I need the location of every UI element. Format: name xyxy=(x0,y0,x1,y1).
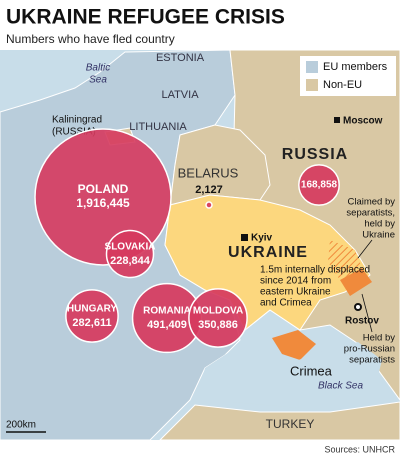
leader-line xyxy=(357,239,373,259)
bubble-value: 1,916,445 xyxy=(76,196,130,210)
map-labels: Baltic Sea ESTONIA LATVIA LITHUANIA Kali… xyxy=(52,52,383,431)
annotation: Ukraine xyxy=(362,230,395,241)
ukraine xyxy=(164,194,371,331)
legend-swatch xyxy=(306,79,318,91)
bubble-name: MOLDOVA xyxy=(193,306,243,317)
annotation: pro-Russian xyxy=(344,344,395,355)
bubble-value: 228,844 xyxy=(110,255,151,267)
city-marker xyxy=(241,234,248,241)
city-label: Rostov xyxy=(345,316,379,327)
bubble-value: 350,886 xyxy=(198,319,238,331)
bubble xyxy=(105,229,155,279)
scale-label: 200km xyxy=(6,420,36,431)
legend-label: Non-EU xyxy=(323,79,362,91)
claimed-area xyxy=(328,240,362,280)
country-label: ESTONIA xyxy=(156,52,205,64)
bubble-value: 168,858 xyxy=(301,180,338,191)
country-label: RUSSIA xyxy=(282,146,348,163)
city-marker xyxy=(334,117,340,123)
crimea-area xyxy=(272,330,316,360)
legend-label: EU members xyxy=(323,61,388,73)
bubble xyxy=(65,289,119,343)
turkey-land xyxy=(158,401,400,441)
legend: EU members Non-EU xyxy=(300,56,396,96)
source: Sources: UNHCR xyxy=(324,444,395,454)
bubble-value: 2,127 xyxy=(195,184,223,196)
black-sea xyxy=(200,342,382,408)
sea-label: Sea xyxy=(89,75,107,86)
annotation: separatists, xyxy=(346,208,395,219)
annotation: since 2014 from xyxy=(260,276,331,287)
city-label: Kaliningrad xyxy=(52,115,102,126)
country-label: LATVIA xyxy=(161,89,199,101)
subtitle: Numbers who have fled country xyxy=(6,32,175,46)
bubble-value: 282,611 xyxy=(72,317,111,329)
country-label: LITHUANIA xyxy=(129,121,187,133)
sea-label: Black Sea xyxy=(318,381,363,392)
bubble-name: ROMANIA xyxy=(143,306,191,317)
sea-label: Baltic xyxy=(86,63,110,74)
title: UKRAINE REFUGEE CRISIS xyxy=(6,6,285,29)
bubble-name: POLAND xyxy=(78,182,129,196)
bubble xyxy=(188,288,248,348)
bubble xyxy=(205,201,213,209)
separatist-area xyxy=(340,268,372,296)
bubble-name: HUNGARY xyxy=(67,304,118,315)
annotation: separatists xyxy=(349,355,395,366)
annotation: and Crimea xyxy=(260,298,312,309)
city-label: Kyiv xyxy=(251,233,273,244)
bubble xyxy=(298,164,340,206)
belarus xyxy=(169,124,271,206)
leader-line xyxy=(361,293,373,333)
country-label: BELARUS xyxy=(178,165,239,180)
annotation: 1.5m internally displaced xyxy=(260,265,370,276)
country-label: UKRAINE xyxy=(228,244,308,261)
country-label: TURKEY xyxy=(266,417,315,431)
region-label: Crimea xyxy=(290,363,333,378)
annotation: held by xyxy=(364,219,395,230)
city-marker xyxy=(354,303,362,311)
annotation: Held by xyxy=(363,333,395,344)
annotations: 1.5m internally displaced since 2014 fro… xyxy=(260,197,395,366)
annotation: Claimed by xyxy=(347,197,395,208)
legend-swatch xyxy=(306,61,318,73)
bubble-name: SLOVAKIA xyxy=(105,242,156,253)
city-label: (RUSSIA) xyxy=(52,127,96,138)
annotation: eastern Ukraine xyxy=(260,287,331,298)
city-label: Moscow xyxy=(343,116,383,127)
bubble-value: 491,409 xyxy=(147,319,187,331)
